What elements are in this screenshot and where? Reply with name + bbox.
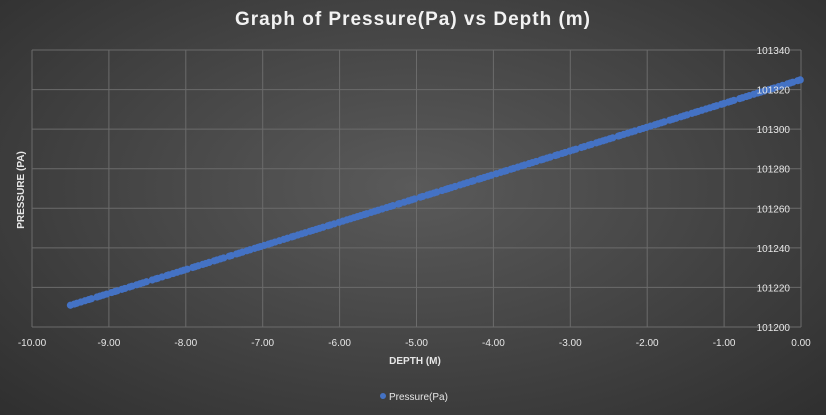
x-tick-label: -2.00 — [636, 338, 659, 349]
x-tick-label: -4.00 — [482, 338, 505, 349]
data-point — [660, 118, 668, 126]
y-axis-ticks: 101200 101220 101240 101260 101280 101300 1013… — [757, 46, 791, 334]
y-tick-label: 101300 — [757, 125, 791, 136]
y-tick-label: 101320 — [757, 86, 791, 97]
x-axis-ticks: -10.00 -9.00 -8.00 -7.00 -6.00 -5.00 -4.00 -3.0… — [18, 338, 811, 349]
legend-label: Pressure(Pa) — [389, 392, 448, 403]
data-point — [220, 254, 228, 262]
chart-title: Graph of Pressure(Pa) vs Depth (m) — [234, 9, 592, 30]
data-point — [609, 134, 617, 142]
gridlines — [31, 49, 802, 328]
legend: Pressure(Pa) — [380, 392, 448, 403]
data-points — [66, 76, 804, 309]
x-tick-label: 0.00 — [791, 338, 811, 349]
x-tick-label: -8.00 — [174, 338, 197, 349]
x-tick-label: -6.00 — [328, 338, 351, 349]
x-axis-title: DEPTH (M) — [389, 356, 441, 367]
y-tick-label: 101200 — [757, 323, 791, 334]
y-tick-label: 101220 — [757, 283, 791, 294]
legend-marker — [380, 393, 386, 399]
x-tick-label: -9.00 — [98, 338, 121, 349]
data-point — [183, 265, 191, 273]
data-point — [796, 76, 804, 84]
x-tick-label: -5.00 — [405, 338, 428, 349]
data-point — [730, 96, 738, 104]
y-tick-label: 101240 — [757, 244, 791, 255]
data-point — [87, 295, 96, 303]
y-tick-label: 101280 — [757, 165, 791, 176]
y-tick-label: 101340 — [757, 46, 791, 57]
x-tick-label: -7.00 — [251, 338, 274, 349]
y-axis-title: PRESSURE (PA) — [16, 151, 27, 229]
data-point — [410, 195, 419, 203]
x-tick-label: -1.00 — [713, 338, 736, 349]
x-tick-label: -3.00 — [559, 338, 582, 349]
data-point — [142, 278, 151, 286]
y-tick-label: 101260 — [757, 204, 791, 215]
x-tick-label: -10.00 — [18, 338, 47, 349]
